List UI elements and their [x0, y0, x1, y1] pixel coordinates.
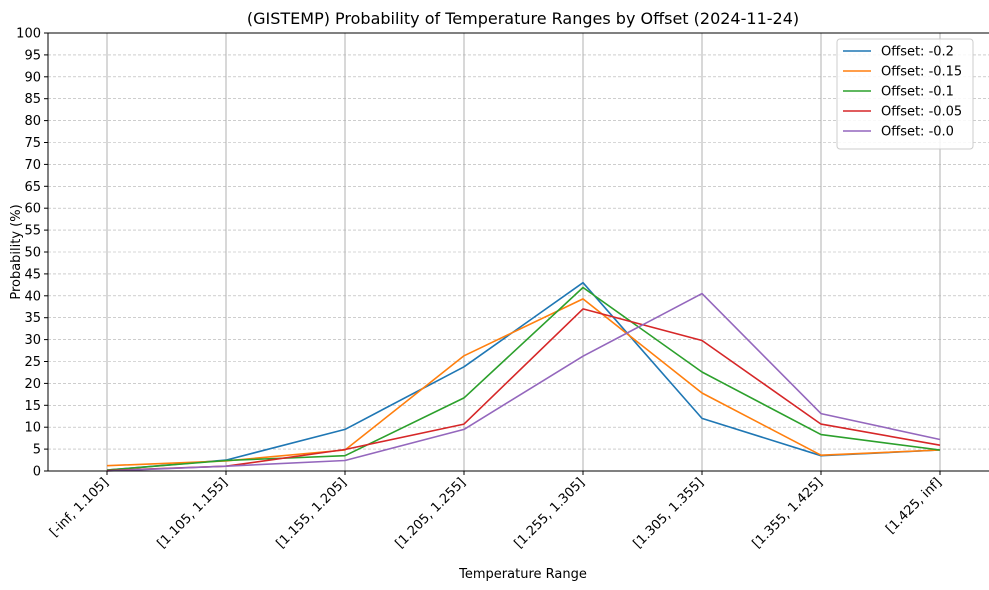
y-tick-label: 50 [24, 246, 41, 261]
y-tick-label: 40 [24, 289, 41, 304]
y-tick-label: 10 [24, 421, 41, 436]
y-axis: 0 5 10 15 20 25 30 35 40 45 50 55 60 65 70 75 80 85 90 95 10… [16, 27, 48, 480]
y-tick-label: 15 [24, 399, 41, 414]
y-tick-label: 65 [24, 180, 41, 195]
y-tick-label: 0 [33, 465, 41, 480]
y-tick-label: 25 [24, 355, 41, 370]
legend-label: Offset: -0.2 [881, 45, 954, 60]
series-line-0 [106, 281, 941, 471]
x-axis-title: Temperature Range [458, 567, 587, 582]
y-tick-label: 45 [24, 267, 41, 282]
legend-box [836, 38, 974, 150]
y-tick-label: 95 [24, 48, 41, 63]
y-tick-label: 55 [24, 224, 41, 239]
y-tick-label: 20 [24, 377, 41, 392]
series-line-2 [106, 286, 941, 471]
legend-label: Offset: -0.15 [881, 65, 962, 80]
y-tick-label: 100 [16, 27, 41, 42]
y-axis-title: Probability (%) [9, 204, 24, 299]
legend-label: Offset: -0.0 [881, 125, 954, 140]
y-tick-label: 30 [24, 333, 41, 348]
series-line-4 [106, 292, 941, 472]
y-tick-label: 85 [24, 92, 41, 107]
y-tick-label: 80 [24, 114, 41, 129]
y-tick-label: 70 [24, 158, 41, 173]
series-line-3 [106, 308, 941, 472]
legend-label: Offset: -0.1 [881, 85, 954, 100]
y-tick-label: 90 [24, 70, 41, 85]
chart-title: (GISTEMP) Probability of Temperature Ran… [247, 9, 799, 28]
y-tick-label: 5 [33, 443, 41, 458]
legend-label: Offset: -0.05 [881, 105, 962, 120]
y-tick-label: 75 [24, 136, 41, 151]
y-tick-label: 35 [24, 311, 41, 326]
y-tick-label: 60 [24, 202, 41, 217]
legend: Offset: -0.2 Offset: -0.15 Offset: -0.1 Off… [836, 38, 974, 150]
series-lines [106, 281, 941, 472]
